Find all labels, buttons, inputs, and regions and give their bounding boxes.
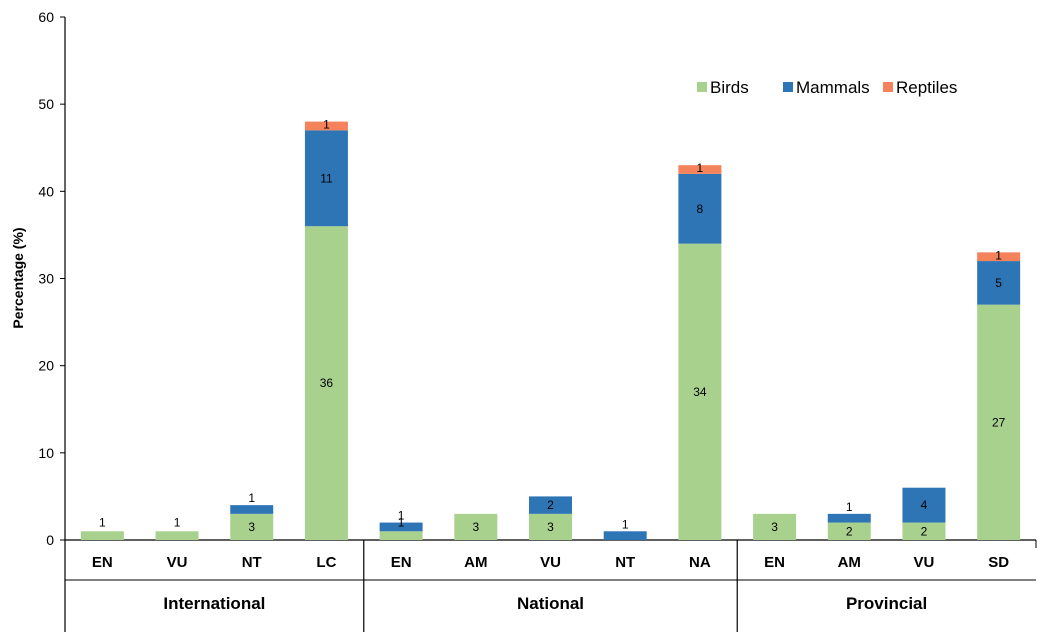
category-label: NA — [689, 554, 711, 571]
category-label: VU — [914, 554, 935, 571]
data-label-reptiles: 1 — [995, 248, 1002, 262]
bar-segment-birds — [379, 531, 423, 540]
bar-segment-mammals — [678, 173, 722, 244]
category-label: EN — [764, 554, 785, 571]
category-label: EN — [92, 554, 113, 571]
bar-segment-birds — [902, 522, 946, 540]
legend-swatch-reptiles — [883, 82, 893, 92]
bar-segment-mammals — [304, 130, 348, 227]
bar-segment-birds — [977, 304, 1021, 540]
data-label-birds: 3 — [547, 520, 554, 534]
y-tick-label: 30 — [38, 271, 54, 287]
data-label-birds: 3 — [248, 520, 255, 534]
labels-layer: International National Provincial EN VU NT LC E… — [92, 118, 1009, 613]
data-label-birds: 1 — [398, 515, 405, 529]
legend-label-mammals: Mammals — [796, 78, 870, 97]
data-label-birds: 3 — [771, 520, 778, 534]
bar-segment-birds — [827, 522, 871, 540]
bars-layer — [80, 121, 1021, 540]
bar-segment-birds — [678, 243, 722, 540]
data-label-mammals: 1 — [846, 500, 853, 514]
data-label-reptiles: 1 — [697, 161, 704, 175]
data-label-mammals: 2 — [547, 498, 554, 512]
category-label: VU — [540, 554, 561, 571]
y-tick-label: 10 — [38, 445, 54, 461]
data-label-birds: 2 — [921, 524, 928, 538]
bar-segment-reptiles — [678, 165, 722, 174]
data-label-mammals: 5 — [995, 276, 1002, 290]
legend-swatch-mammals — [783, 82, 793, 92]
y-tick-label: 40 — [38, 183, 54, 199]
bar-segment-birds — [454, 513, 498, 540]
category-label: LC — [316, 554, 336, 571]
category-label: SD — [988, 554, 1009, 571]
bar-segment-birds — [753, 513, 797, 540]
data-label-birds: 27 — [992, 415, 1006, 429]
y-axis-title: Percentage (%) — [10, 227, 26, 328]
legend-swatch-birds — [697, 82, 707, 92]
bar-segment-birds — [529, 513, 572, 540]
bar-segment-reptiles — [304, 121, 348, 131]
y-tick-label: 50 — [38, 96, 54, 112]
data-label-birds: 1 — [99, 515, 106, 529]
bar-segment-reptiles — [977, 252, 1021, 262]
data-label-mammals: 1 — [622, 517, 629, 531]
legend: Birds Mammals Reptiles — [697, 78, 957, 97]
data-label-birds: 3 — [472, 520, 479, 534]
y-tick-label: 0 — [46, 532, 54, 548]
bar-segment-birds — [304, 226, 348, 540]
data-label-mammals: 1 — [398, 509, 405, 523]
bar-segment-mammals — [977, 261, 1021, 305]
category-label: AM — [464, 554, 487, 571]
bar-segment-birds — [155, 531, 199, 540]
data-label-birds: 36 — [320, 376, 334, 390]
group-label: National — [517, 594, 584, 613]
bar-segment-mammals — [379, 522, 423, 532]
data-label-mammals: 11 — [320, 171, 333, 185]
legend-label-birds: Birds — [710, 78, 749, 97]
bar-segment-birds — [230, 513, 274, 540]
category-label: NT — [242, 554, 262, 571]
category-label: EN — [391, 554, 412, 571]
data-label-mammals: 8 — [697, 202, 704, 216]
y-tick-label: 60 — [38, 9, 54, 25]
group-label: International — [163, 594, 265, 613]
bar-segment-mammals — [827, 513, 871, 523]
bar-segment-birds — [80, 531, 124, 540]
data-label-reptiles: 1 — [323, 118, 330, 132]
bar-segment-mammals — [603, 531, 647, 540]
data-label-birds: 1 — [174, 515, 181, 529]
group-label: Provincial — [846, 594, 927, 613]
data-label-birds: 34 — [693, 385, 707, 399]
bar-segment-mammals — [529, 496, 572, 514]
category-label: VU — [167, 554, 188, 571]
data-label-mammals: 4 — [921, 498, 928, 512]
bar-segment-mammals — [902, 487, 946, 523]
data-label-birds: 2 — [846, 524, 853, 538]
category-label: NT — [615, 554, 635, 571]
y-tick-label: 20 — [38, 358, 54, 374]
data-label-mammals: 1 — [248, 491, 255, 505]
legend-label-reptiles: Reptiles — [896, 78, 957, 97]
bar-segment-mammals — [230, 505, 274, 514]
category-label: AM — [838, 554, 861, 571]
